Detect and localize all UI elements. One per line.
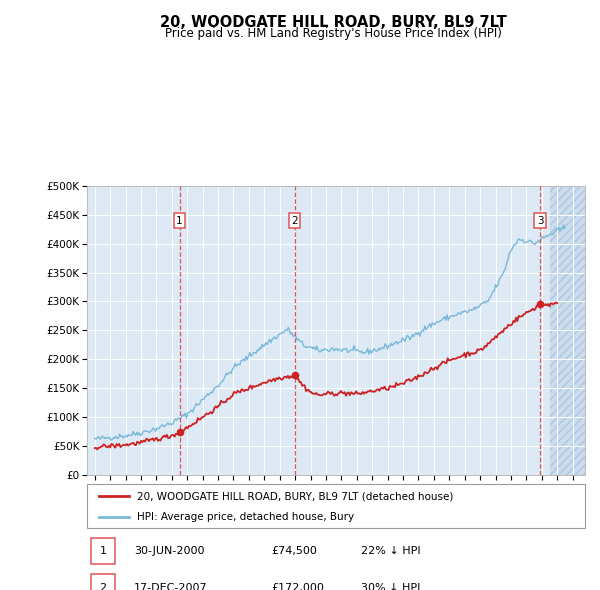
Text: 17-DEC-2007: 17-DEC-2007 xyxy=(134,583,208,590)
Text: 3: 3 xyxy=(537,215,544,225)
Bar xyxy=(550,186,585,475)
Text: £172,000: £172,000 xyxy=(271,583,324,590)
Text: HPI: Average price, detached house, Bury: HPI: Average price, detached house, Bury xyxy=(137,512,354,522)
Text: 1: 1 xyxy=(100,546,106,556)
FancyBboxPatch shape xyxy=(87,484,585,528)
Text: 2: 2 xyxy=(100,583,106,590)
Text: 22% ↓ HPI: 22% ↓ HPI xyxy=(361,546,421,556)
FancyBboxPatch shape xyxy=(91,538,115,564)
Text: 2: 2 xyxy=(291,215,298,225)
Text: 1: 1 xyxy=(176,215,183,225)
Text: 30% ↓ HPI: 30% ↓ HPI xyxy=(361,583,420,590)
FancyBboxPatch shape xyxy=(91,575,115,590)
Text: Price paid vs. HM Land Registry's House Price Index (HPI): Price paid vs. HM Land Registry's House … xyxy=(164,27,502,40)
Text: 30-JUN-2000: 30-JUN-2000 xyxy=(134,546,205,556)
Text: 20, WOODGATE HILL ROAD, BURY, BL9 7LT: 20, WOODGATE HILL ROAD, BURY, BL9 7LT xyxy=(160,15,506,30)
Text: £74,500: £74,500 xyxy=(271,546,317,556)
Text: 20, WOODGATE HILL ROAD, BURY, BL9 7LT (detached house): 20, WOODGATE HILL ROAD, BURY, BL9 7LT (d… xyxy=(137,491,453,501)
